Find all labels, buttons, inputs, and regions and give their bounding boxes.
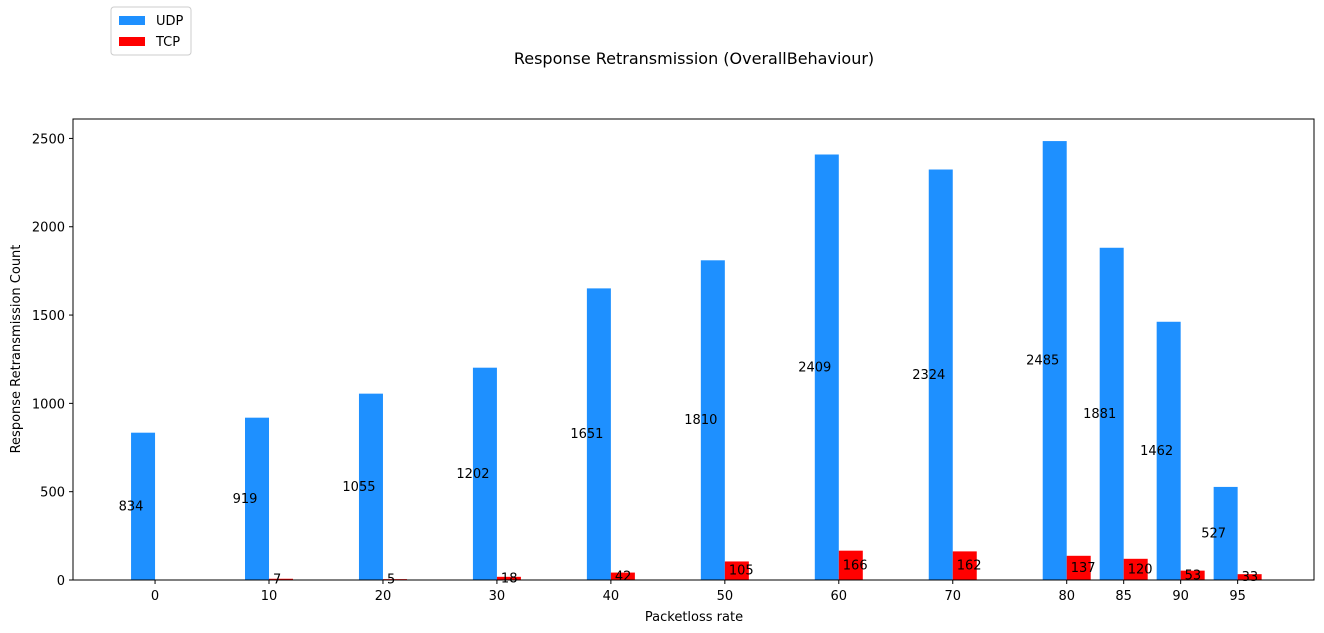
y-tick-label-500: 500 — [40, 486, 65, 501]
data-label-tcp-60: 166 — [843, 558, 868, 573]
x-tick-label-95: 95 — [1229, 589, 1246, 604]
bar-tcp-10 — [269, 578, 294, 580]
bar-tcp-80 — [1066, 555, 1091, 580]
bar-udp-60 — [814, 154, 839, 580]
x-tick-label-0: 0 — [151, 589, 159, 604]
bar-udp-95 — [1213, 486, 1238, 580]
bar-udp-50 — [700, 260, 725, 580]
data-label-tcp-40: 42 — [615, 569, 632, 584]
plot-frame — [72, 118, 1315, 581]
bar-udp-80 — [1042, 141, 1067, 580]
data-label-udp-30: 1202 — [456, 467, 489, 482]
bar-tcp-70 — [952, 551, 977, 580]
y-axis: 0 500 1000 1500 2000 2500 — [32, 132, 73, 589]
legend-label-tcp: TCP — [155, 35, 180, 50]
x-tick-label-80: 80 — [1058, 589, 1075, 604]
y-tick-label-2500: 2500 — [32, 132, 65, 147]
bar-udp-10 — [245, 417, 270, 580]
x-tick-label-70: 70 — [944, 589, 961, 604]
data-label-udp-10: 919 — [233, 492, 258, 507]
x-axis-title: Packetloss rate — [645, 610, 743, 625]
bar-udp-90 — [1156, 321, 1181, 580]
data-label-udp-40: 1651 — [570, 427, 603, 442]
legend: UDP TCP — [110, 6, 192, 56]
data-label-udp-85: 1881 — [1083, 407, 1116, 422]
y-tick-label-1000: 1000 — [32, 397, 65, 412]
data-label-udp-50: 1810 — [684, 413, 717, 428]
y-tick-label-1500: 1500 — [32, 309, 65, 324]
bar-tcp-60 — [838, 550, 863, 580]
data-label-udp-20: 1055 — [342, 480, 375, 495]
bar-udp-85 — [1099, 247, 1124, 580]
data-label-tcp-30: 18 — [501, 571, 518, 586]
y-tick-label-0: 0 — [57, 574, 65, 589]
legend-swatch-udp — [119, 16, 145, 25]
bar-udp-0 — [131, 432, 156, 580]
data-label-udp-70: 2324 — [912, 368, 945, 383]
data-label-tcp-85: 120 — [1128, 562, 1153, 577]
data-label-udp-0: 834 — [119, 499, 144, 514]
data-label-udp-80: 2485 — [1026, 354, 1059, 369]
x-axis: 0 10 20 30 40 50 60 70 80 85 90 95 — [151, 580, 1246, 604]
y-tick-label-2000: 2000 — [32, 221, 65, 236]
bar-tcp-50 — [724, 561, 749, 580]
data-label-tcp-95: 33 — [1242, 570, 1259, 585]
data-label-udp-95: 527 — [1201, 526, 1226, 541]
bar-udp-70 — [928, 169, 953, 581]
bar-tcp-95 — [1237, 574, 1262, 580]
x-tick-label-10: 10 — [261, 589, 278, 604]
data-label-udp-90: 1462 — [1140, 444, 1173, 459]
bar-tcp-40 — [610, 572, 635, 580]
data-label-udp-60: 2409 — [798, 360, 831, 375]
x-tick-label-30: 30 — [489, 589, 506, 604]
legend-label-udp: UDP — [156, 14, 184, 29]
bar-tcp-30 — [496, 576, 521, 580]
bar-tcp-90 — [1180, 570, 1205, 580]
y-axis-title: Response Retransmission Count — [9, 245, 24, 454]
legend-swatch-tcp — [119, 37, 145, 46]
x-tick-label-85: 85 — [1115, 589, 1132, 604]
data-label-tcp-70: 162 — [957, 559, 982, 574]
data-label-tcp-80: 137 — [1071, 561, 1096, 576]
bar-udp-30 — [472, 367, 497, 580]
bar-udp-20 — [358, 393, 383, 580]
x-tick-label-40: 40 — [603, 589, 620, 604]
data-label-tcp-90: 53 — [1185, 568, 1202, 583]
data-label-tcp-50: 105 — [729, 564, 754, 579]
chart-title: Response Retransmission (OverallBehaviou… — [514, 49, 874, 68]
plot-area: 834 919 1055 1202 1651 1810 2409 2324 2485 1881 14… — [119, 141, 1262, 588]
x-tick-label-90: 90 — [1172, 589, 1189, 604]
x-tick-label-50: 50 — [717, 589, 734, 604]
bar-tcp-85 — [1123, 558, 1148, 580]
x-tick-label-20: 20 — [375, 589, 392, 604]
bar-udp-40 — [586, 288, 611, 580]
x-tick-label-60: 60 — [831, 589, 848, 604]
